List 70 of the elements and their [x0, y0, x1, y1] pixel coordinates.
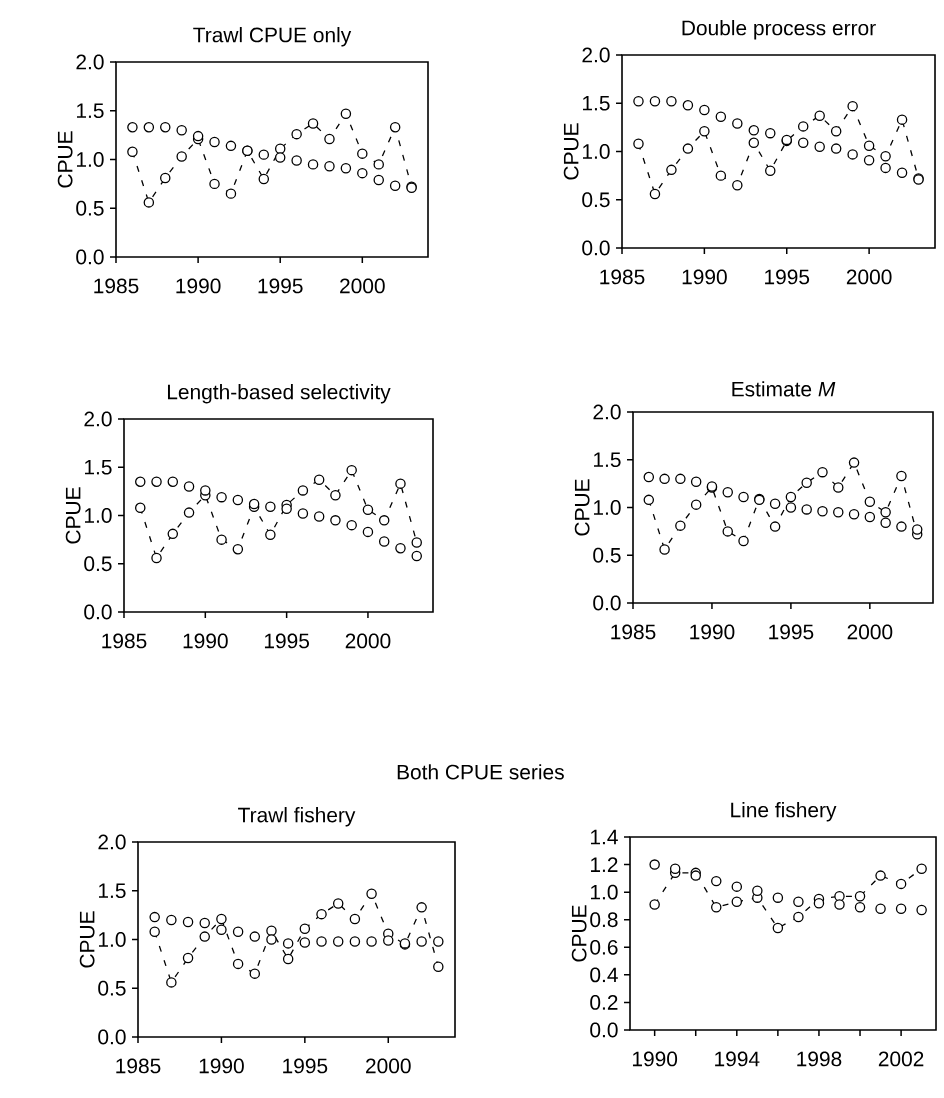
x-tick-label: 2000 — [847, 624, 893, 640]
chart-title: Trawl fishery — [238, 807, 356, 827]
y-tick-label: 0.0 — [84, 604, 112, 620]
y-tick-label: 0.8 — [590, 912, 618, 928]
y-tick-label: 0.0 — [98, 1029, 126, 1045]
y-tick-label: 0.5 — [593, 547, 621, 563]
y-tick-label: 1.5 — [85, 459, 112, 475]
y-tick-label: 1.2 — [591, 857, 618, 872]
y-tick-label: 2.0 — [582, 47, 610, 63]
y-tick-label: 2.0 — [84, 411, 112, 427]
x-tick-label: 1995 — [258, 278, 303, 294]
chart-title: Estimate M — [732, 381, 836, 397]
y-axis-title: CPUE — [57, 131, 73, 188]
y-tick-label: 1.0 — [594, 500, 621, 515]
y-tick-label: 0.5 — [582, 192, 610, 208]
x-tick-label: 1990 — [632, 1051, 678, 1067]
x-tick-label: 2000 — [340, 278, 385, 294]
y-tick-label: 2.0 — [593, 404, 621, 420]
y-axis-title: CPUE — [79, 911, 95, 968]
y-tick-label: 0.5 — [84, 556, 112, 572]
x-tick-label: 2002 — [878, 1051, 924, 1067]
y-tick-label: 0.0 — [582, 240, 610, 256]
x-tick-label: 2000 — [846, 269, 892, 285]
x-tick-label: 1990 — [176, 278, 221, 294]
y-tick-label: 1.5 — [594, 452, 621, 468]
x-tick-label: 2000 — [366, 1058, 411, 1074]
y-tick-label: 1.4 — [591, 829, 618, 845]
y-axis-title: CPUE — [563, 123, 579, 180]
y-tick-label: 2.0 — [76, 54, 104, 70]
y-tick-label: 0.4 — [590, 967, 618, 983]
y-axis-title: CPUE — [574, 479, 590, 536]
x-tick-label: 1995 — [283, 1058, 328, 1074]
y-tick-label: 1.0 — [77, 152, 104, 167]
y-axis-title: CPUE — [65, 487, 81, 544]
y-tick-label: 2.0 — [98, 834, 126, 850]
y-tick-label: 1.0 — [583, 144, 610, 159]
y-tick-label: 0.2 — [590, 995, 618, 1010]
x-tick-label: 1990 — [682, 269, 727, 285]
y-tick-label: 1.0 — [591, 884, 618, 900]
x-tick-label: 2000 — [345, 633, 391, 649]
y-tick-label: 1.5 — [77, 103, 104, 119]
y-tick-label: 0.0 — [590, 1022, 618, 1038]
text: Both CPUE series — [397, 764, 564, 780]
chart-title: Trawl CPUE only — [193, 27, 352, 47]
y-tick-label: 0.0 — [593, 595, 621, 611]
y-tick-label: 0.6 — [590, 939, 618, 955]
y-tick-label: 0.5 — [76, 200, 104, 216]
chart-title: Line fishery — [731, 802, 837, 822]
y-tick-label: 1.0 — [98, 932, 126, 947]
x-tick-label: 1985 — [600, 269, 645, 285]
x-tick-label: 1990 — [183, 633, 228, 649]
y-tick-label: 1.5 — [98, 883, 126, 899]
x-tick-label: 1985 — [102, 633, 147, 649]
y-tick-label: 0.5 — [98, 980, 126, 996]
chart-title: Length-based selectivity — [167, 384, 391, 404]
x-tick-label: 1990 — [199, 1058, 244, 1074]
x-tick-label: 1985 — [94, 278, 139, 294]
y-tick-label: 1.0 — [85, 508, 112, 523]
x-tick-label: 1995 — [769, 624, 814, 640]
x-tick-label: 1985 — [611, 624, 656, 640]
x-tick-label: 1995 — [264, 633, 310, 649]
y-tick-label: 1.5 — [583, 95, 610, 111]
x-tick-label: 1998 — [797, 1051, 842, 1067]
chart-title: Double process error — [682, 20, 876, 40]
x-tick-label: 1990 — [690, 624, 735, 640]
y-tick-label: 0.0 — [76, 249, 104, 265]
x-tick-label: 1994 — [715, 1051, 760, 1067]
y-axis-title: CPUE — [571, 905, 587, 962]
x-tick-label: 1985 — [116, 1058, 161, 1074]
x-tick-label: 1995 — [765, 269, 810, 285]
